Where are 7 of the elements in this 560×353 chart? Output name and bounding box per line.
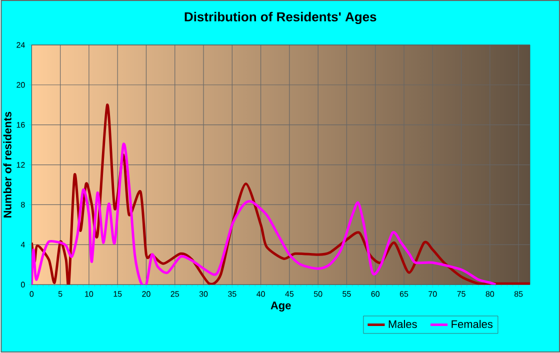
x-axis-title: Age xyxy=(270,302,291,312)
line-series xyxy=(32,144,497,285)
chart-title: Distribution of Residents' Ages xyxy=(184,12,376,24)
line-series xyxy=(32,104,530,285)
legend-label: Males xyxy=(388,320,417,328)
legend-label: Females xyxy=(452,320,493,328)
y-axis-title: Number of residents xyxy=(3,112,12,218)
